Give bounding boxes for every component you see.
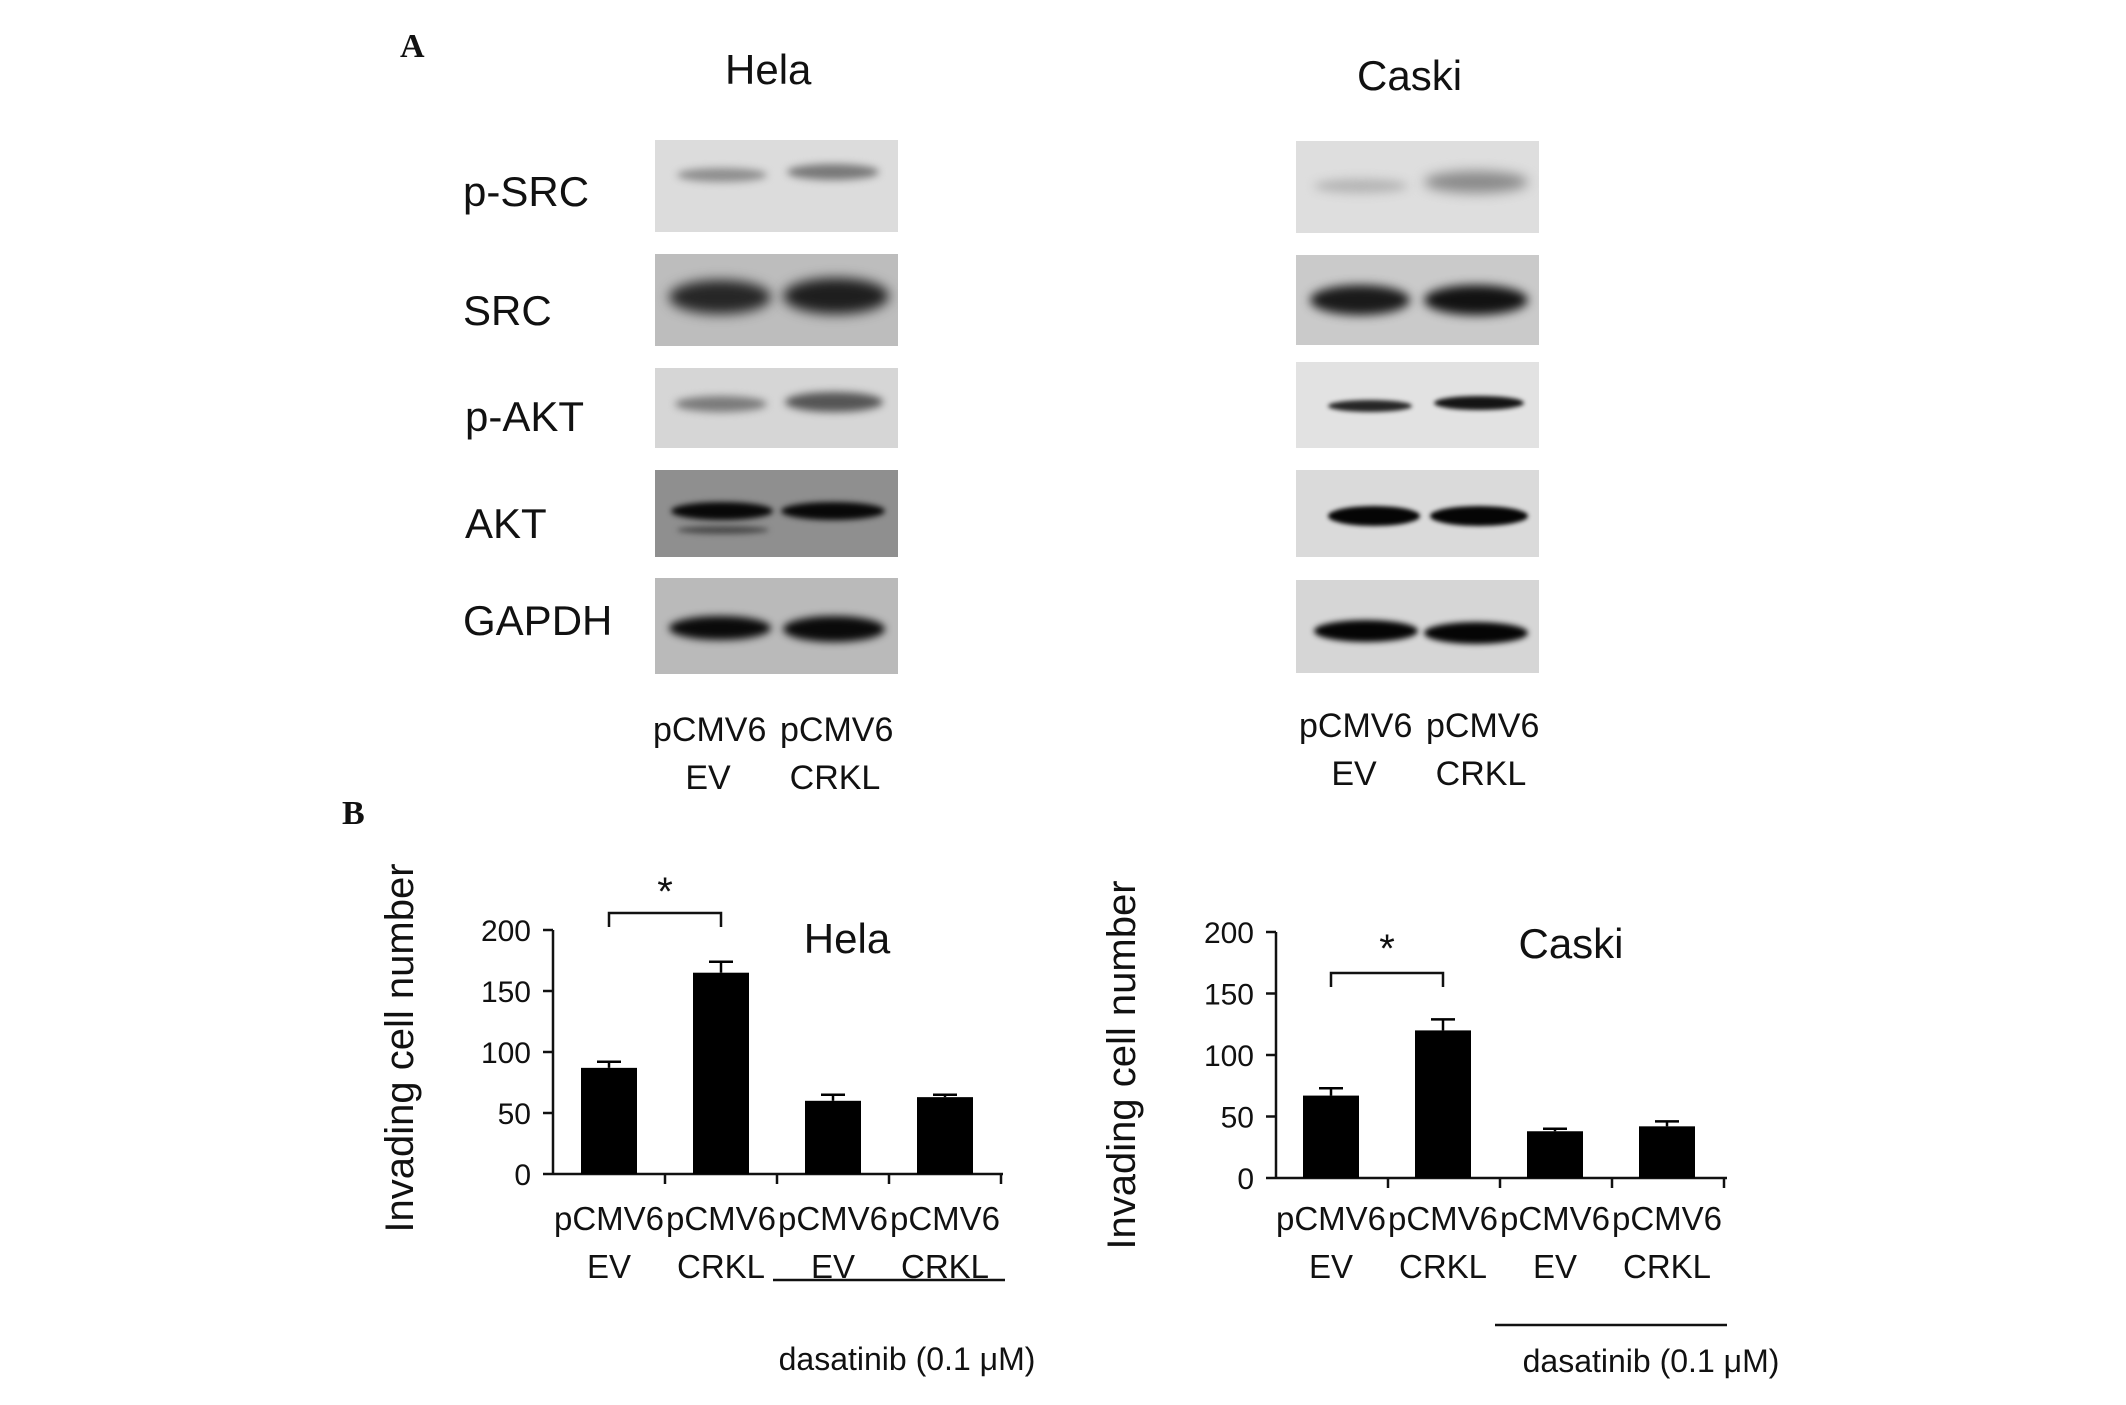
y-tick-label: 0 <box>1237 1163 1254 1196</box>
protein-label-src: SRC <box>463 287 552 334</box>
lane-label-hela-2: pCMV6 CRKL <box>780 706 894 802</box>
x-tick-label: pCMV6 <box>1500 1200 1610 1237</box>
y-tick-label: 150 <box>1204 979 1254 1012</box>
y-tick-label: 50 <box>498 1098 531 1131</box>
lane-label-caski-1: pCMV6 EV <box>1299 702 1413 798</box>
blot-strip-hela-p-src <box>655 140 898 232</box>
bar <box>1415 1030 1471 1178</box>
treatment-label: dasatinib (0.1 μM) <box>1523 1343 1780 1379</box>
panel-b-letter: B <box>342 795 365 832</box>
bar <box>693 972 749 1174</box>
y-tick-label: 150 <box>481 976 531 1009</box>
significance-star: * <box>657 870 673 914</box>
blot-strip-caski-akt <box>1296 470 1539 557</box>
lane-label-line2: CRKL <box>789 759 881 797</box>
x-tick-label: pCMV6 <box>778 1200 888 1237</box>
y-tick-label: 50 <box>1221 1102 1254 1135</box>
x-tick-label: pCMV6 <box>890 1200 1000 1237</box>
x-tick-label: pCMV6 <box>1612 1200 1722 1237</box>
chart-title: Hela <box>804 915 891 962</box>
bar <box>1639 1126 1695 1178</box>
lane-label-caski-2: pCMV6 CRKL <box>1426 702 1540 798</box>
y-axis-label: Invading cell number <box>1100 880 1144 1249</box>
x-tick-label: pCMV6 <box>1276 1200 1386 1237</box>
significance-bracket <box>1329 971 1445 987</box>
x-tick-label: CRKL <box>1399 1248 1487 1285</box>
y-tick-label: 100 <box>481 1037 531 1070</box>
x-tick-label: pCMV6 <box>554 1200 664 1237</box>
bar <box>917 1097 973 1174</box>
lane-label-line1: pCMV6 <box>780 711 894 749</box>
lane-label-line2: CRKL <box>1435 755 1527 793</box>
lane-label-hela-1: pCMV6 EV <box>653 706 767 802</box>
lane-label-line1: pCMV6 <box>1299 707 1413 745</box>
protein-label-p-src: p-SRC <box>463 168 590 215</box>
chart-title: Caski <box>1518 920 1623 967</box>
x-tick-label: CRKL <box>1623 1248 1711 1285</box>
protein-label-p-akt: p-AKT <box>465 393 585 440</box>
protein-label-akt: AKT <box>465 500 547 547</box>
y-tick-label: 0 <box>514 1159 531 1192</box>
blot-strip-hela-src <box>655 254 898 346</box>
x-tick-label: CRKL <box>677 1248 765 1285</box>
lane-label-line2: EV <box>1331 755 1377 793</box>
protein-label-gapdh: GAPDH <box>463 597 613 644</box>
lane-label-line1: pCMV6 <box>653 711 767 749</box>
blot-title-caski: Caski <box>1357 52 1463 99</box>
bar <box>1303 1095 1359 1178</box>
bar <box>581 1067 637 1174</box>
blot-strip-hela-p-akt <box>655 368 898 448</box>
blot-strip-caski-src <box>1296 255 1539 345</box>
lane-label-line1: pCMV6 <box>1426 707 1540 745</box>
x-tick-label: pCMV6 <box>666 1200 776 1237</box>
x-tick-label: EV <box>587 1248 631 1285</box>
significance-star: * <box>1379 927 1395 971</box>
significance-bracket <box>607 911 723 927</box>
blot-strip-caski-p-src <box>1296 141 1539 233</box>
y-tick-label: 100 <box>1204 1040 1254 1073</box>
y-tick-label: 200 <box>481 915 531 948</box>
y-tick-label: 200 <box>1204 917 1254 950</box>
bar <box>1527 1131 1583 1178</box>
blot-strip-caski-gapdh <box>1296 580 1539 673</box>
blot-strip-caski-p-akt <box>1296 362 1539 448</box>
panel-a-letter: A <box>400 28 425 65</box>
blot-title-hela: Hela <box>725 46 812 93</box>
blot-strip-hela-gapdh <box>655 578 898 674</box>
x-tick-label: pCMV6 <box>1388 1200 1498 1237</box>
lane-label-line2: EV <box>685 759 731 797</box>
bar <box>805 1100 861 1174</box>
y-axis-label: Invading cell number <box>378 863 422 1232</box>
x-tick-label: EV <box>1309 1248 1353 1285</box>
blot-strip-hela-akt <box>655 470 898 557</box>
treatment-label: dasatinib (0.1 μM) <box>779 1341 1036 1377</box>
x-tick-label: EV <box>1533 1248 1577 1285</box>
